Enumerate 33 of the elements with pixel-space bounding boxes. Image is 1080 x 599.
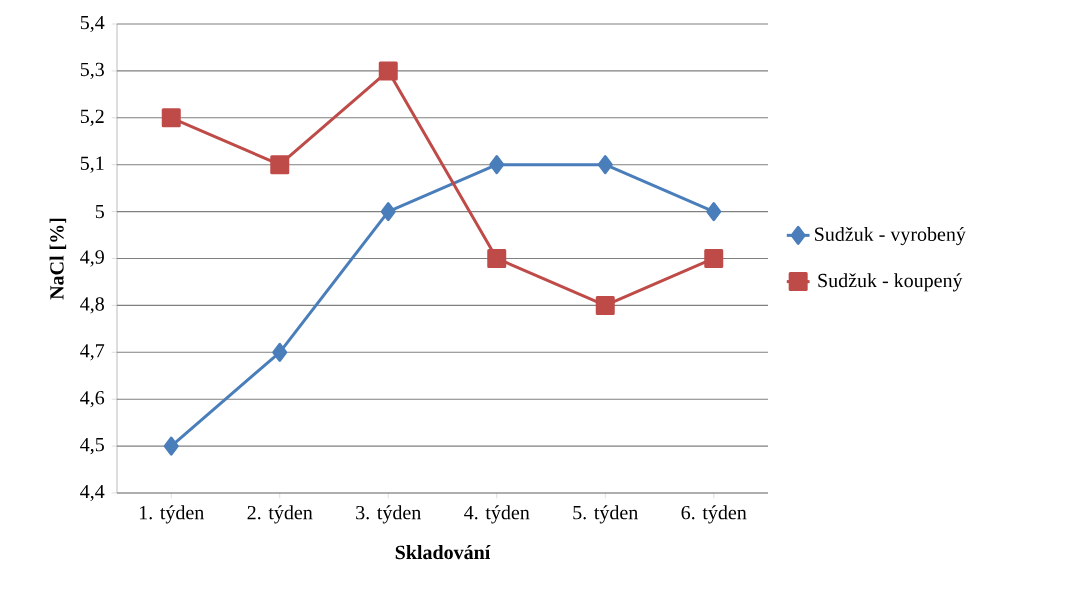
point [380,202,396,222]
point [378,61,398,81]
x-axis-title: Skladování [395,545,491,560]
x-tick-label: 3. týden [356,505,421,524]
y-tick-label: 5,2 [80,109,104,126]
y-tick-label: 5 [95,204,104,219]
legend-label: Sudžuk - koupený [818,273,963,292]
x-tick-label: 1. týden [139,505,204,524]
y-tick-label: 4,6 [80,391,105,408]
point [706,202,722,222]
y-tick-label: 5,1 [80,156,104,173]
x-tick-label: 4. týden [464,505,530,524]
y-tick-label: 5,4 [80,15,105,33]
y-tick-label: 4,4 [80,484,105,502]
point [597,155,613,175]
point [272,342,288,362]
y-tick-label: 4,8 [80,297,104,314]
point [704,248,724,268]
point [595,295,615,315]
y-tick-label: 5,3 [80,62,104,80]
point [489,155,505,175]
y-tick-label: 4,9 [80,250,104,267]
y-tick-label: 4,7 [80,344,105,361]
x-tick-label: 5. týden [573,505,639,524]
y-axis-title: NaCl [%] [49,218,67,300]
point [161,108,181,128]
point [487,248,507,268]
y-tick-label: 4,5 [80,437,104,455]
x-tick-label: 2. týden [247,505,313,524]
x-tick-label: 6. týden [681,505,747,524]
legend-label: Sudžuk - vyrobený [815,226,966,246]
point [163,436,179,456]
point [270,155,290,175]
